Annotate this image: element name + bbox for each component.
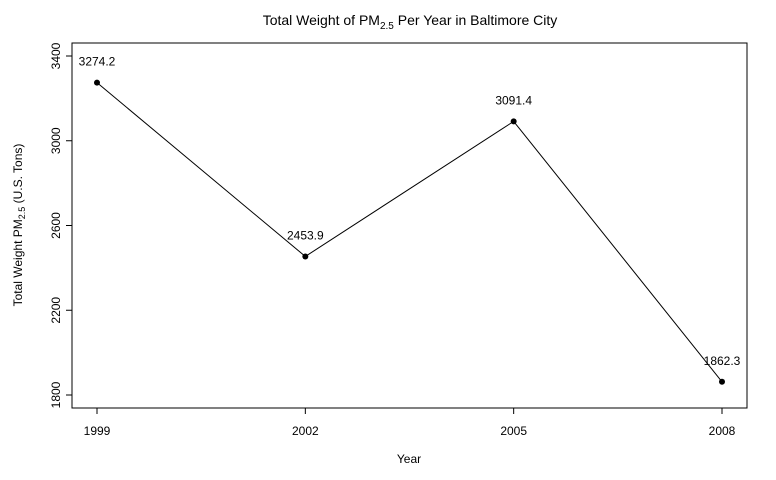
y-tick-label: 2600	[49, 212, 63, 239]
y-tick-label: 3400	[49, 42, 63, 69]
series-line: 3274.2 2453.9 3091.4 1862.3	[79, 55, 741, 385]
data-point	[719, 378, 725, 385]
data-label: 3274.2	[79, 55, 116, 69]
series-polyline	[96, 82, 723, 383]
x-tick-label: 2008	[709, 424, 736, 438]
x-axis-label: Year	[397, 452, 421, 466]
data-point	[510, 118, 517, 125]
data-label: 2453.9	[287, 228, 324, 242]
chart-title: Total Weight of PM2.5 Per Year in Baltim…	[263, 12, 558, 32]
x-axis: 1999 2002 2005 2008	[84, 408, 736, 438]
chart-title-suffix: Per Year in Baltimore City	[394, 12, 557, 28]
data-point	[302, 253, 309, 260]
y-axis-label: Total Weight PM2.5 (U.S. Tons)	[11, 144, 27, 307]
data-point	[94, 79, 100, 86]
data-label: 3091.4	[495, 93, 532, 107]
y-tick-label: 3000	[49, 127, 63, 154]
chart-title-prefix: Total Weight of PM	[263, 12, 380, 28]
y-axis-label-suffix: (U.S. Tons)	[11, 144, 25, 207]
x-tick-label: 1999	[84, 424, 111, 438]
x-tick-label: 2002	[292, 424, 319, 438]
chart-title-subscript: 2.5	[380, 21, 394, 32]
y-tick-label: 2200	[49, 297, 63, 324]
plot-frame	[71, 42, 748, 409]
y-axis-label-subscript: 2.5	[17, 207, 27, 220]
y-axis: 1800 2200 2600 3000 3400	[49, 42, 72, 408]
x-tick-label: 2005	[500, 424, 527, 438]
y-axis-label-prefix: Total Weight PM	[11, 219, 25, 306]
y-tick-label: 1800	[49, 381, 63, 408]
data-label: 1862.3	[704, 354, 741, 368]
